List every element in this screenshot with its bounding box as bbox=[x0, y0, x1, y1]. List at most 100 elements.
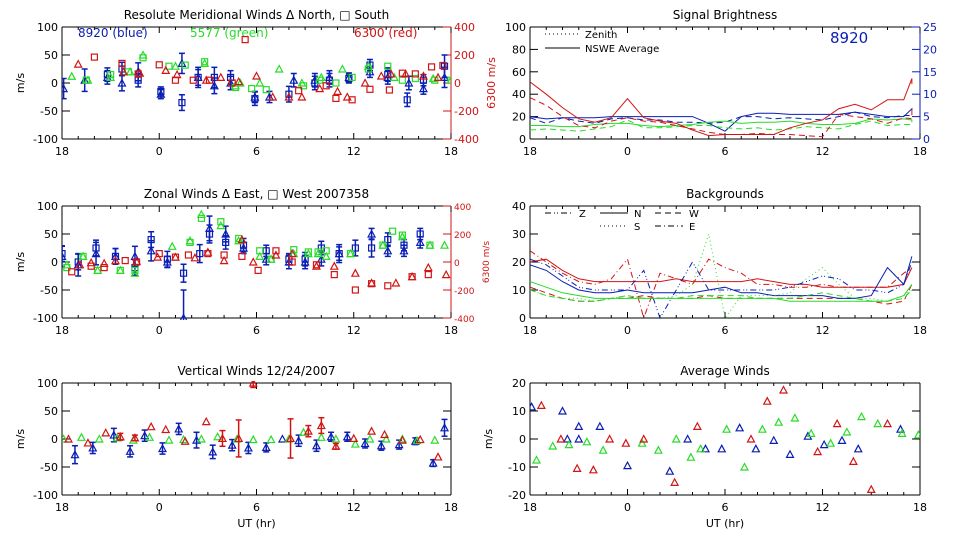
data-point-triangle bbox=[418, 71, 428, 80]
backgrounds-data bbox=[530, 233, 913, 320]
data-point-square bbox=[201, 58, 209, 66]
data-point-triangle bbox=[303, 426, 313, 435]
data-point-square bbox=[222, 238, 230, 246]
data-point-triangle bbox=[562, 434, 572, 443]
x-tick-label: 0 bbox=[156, 324, 163, 337]
chart-title: Vertical Winds 12/24/2007 bbox=[177, 364, 335, 378]
data-point-triangle bbox=[209, 81, 219, 90]
data-point-triangle bbox=[686, 452, 696, 461]
chart-title: Resolute Meridional Winds Δ North, □ Sou… bbox=[124, 8, 390, 22]
data-point-triangle bbox=[769, 435, 779, 444]
y-axis-label: m/s bbox=[482, 429, 495, 449]
data-point-triangle bbox=[433, 452, 443, 461]
data-point-square bbox=[241, 35, 249, 44]
data-point-triangle bbox=[572, 463, 582, 472]
data-point-triangle bbox=[112, 433, 122, 442]
data-point-triangle bbox=[157, 443, 167, 453]
data-point-triangle bbox=[62, 434, 69, 443]
data-point-square bbox=[100, 264, 108, 272]
data-point-square bbox=[139, 54, 147, 62]
data-point-square bbox=[118, 59, 126, 68]
data-point-triangle bbox=[287, 248, 297, 258]
y2-tick-label: 5 bbox=[923, 111, 930, 124]
data-point-triangle bbox=[248, 257, 258, 266]
data-point-triangle bbox=[582, 437, 592, 446]
data-point-triangle bbox=[367, 278, 377, 287]
data-point-triangle bbox=[88, 443, 98, 452]
data-point-triangle bbox=[213, 431, 223, 441]
y-tick-label: 0 bbox=[519, 312, 526, 325]
data-point-triangle bbox=[130, 433, 140, 442]
data-point-square bbox=[217, 218, 225, 226]
data-point-triangle bbox=[83, 438, 93, 447]
data-point-square bbox=[367, 244, 376, 252]
y-tick-label: -50 bbox=[40, 105, 58, 118]
data-point-triangle bbox=[227, 440, 237, 449]
data-point-square bbox=[79, 252, 87, 260]
data-point-triangle bbox=[115, 431, 125, 441]
data-point-triangle bbox=[180, 436, 190, 445]
y2-axis-label: 6300 m/s bbox=[485, 57, 498, 109]
data-point-triangle bbox=[746, 434, 756, 443]
data-point-square bbox=[316, 76, 324, 84]
data-point-triangle bbox=[397, 435, 407, 444]
x-tick-label: 18 bbox=[523, 501, 537, 514]
data-point-triangle bbox=[248, 381, 258, 387]
data-point-triangle bbox=[73, 59, 83, 68]
data-point-triangle bbox=[268, 92, 278, 101]
data-point-square bbox=[147, 236, 155, 244]
data-point-triangle bbox=[415, 237, 425, 246]
data-point-triangle bbox=[201, 416, 211, 426]
data-point-triangle bbox=[200, 58, 210, 68]
data-point-triangle bbox=[311, 261, 321, 270]
meridional-panel: Resolute Meridional Winds Δ North, □ Sou… bbox=[14, 8, 498, 158]
x-tick-label: 6 bbox=[722, 501, 729, 514]
x-tick-label: 18 bbox=[523, 324, 537, 337]
data-point-triangle bbox=[161, 65, 171, 75]
data-point-triangle bbox=[837, 435, 847, 444]
data-point-triangle bbox=[367, 426, 377, 435]
data-point-triangle bbox=[243, 443, 253, 452]
data-point-square bbox=[426, 241, 434, 249]
zonal-panel: Zonal Winds Δ East, □ West 2007358 18 0 6 12… bbox=[14, 187, 492, 337]
y2-tick-label: -200 bbox=[454, 287, 475, 297]
data-point-square bbox=[171, 76, 180, 84]
data-point-square bbox=[157, 87, 165, 96]
data-point-triangle bbox=[530, 402, 537, 411]
data-point-triangle bbox=[145, 432, 155, 441]
data-point-triangle bbox=[418, 83, 428, 93]
data-point-triangle bbox=[778, 385, 789, 394]
chart-title: Zonal Winds Δ East, □ West 2007358 bbox=[144, 187, 369, 201]
y2-tick-label: 0 bbox=[923, 133, 930, 146]
data-point-triangle bbox=[391, 278, 401, 287]
y-tick-label: 20 bbox=[512, 256, 526, 269]
data-point-square bbox=[364, 65, 372, 73]
data-point-triangle bbox=[440, 240, 450, 249]
data-point-triangle bbox=[856, 411, 867, 421]
y2-tick-label: -400 bbox=[454, 315, 475, 325]
data-point-triangle bbox=[132, 256, 142, 265]
data-point-square bbox=[400, 241, 408, 249]
data-point-triangle bbox=[433, 72, 443, 82]
data-point-square bbox=[254, 266, 262, 274]
y2-tick-label: 400 bbox=[454, 21, 475, 34]
data-point-square bbox=[285, 90, 293, 98]
series-line-5577-n bbox=[530, 281, 913, 302]
data-point-triangle bbox=[598, 445, 608, 454]
data-point-square bbox=[332, 79, 340, 87]
zonal-data bbox=[62, 209, 451, 320]
y2-axis-label: 6300 m/s bbox=[482, 241, 492, 284]
data-point-triangle bbox=[316, 432, 326, 441]
data-point-square bbox=[184, 251, 193, 259]
data-point-triangle bbox=[790, 413, 800, 422]
x-tick-label: 0 bbox=[156, 145, 163, 158]
data-point-triangle bbox=[671, 434, 681, 443]
y-tick-label: -10 bbox=[508, 461, 526, 474]
data-point-triangle bbox=[216, 220, 226, 230]
data-point-triangle bbox=[119, 67, 129, 76]
data-point-square bbox=[385, 86, 394, 94]
data-point-square bbox=[332, 94, 340, 103]
data-point-triangle bbox=[311, 440, 321, 450]
